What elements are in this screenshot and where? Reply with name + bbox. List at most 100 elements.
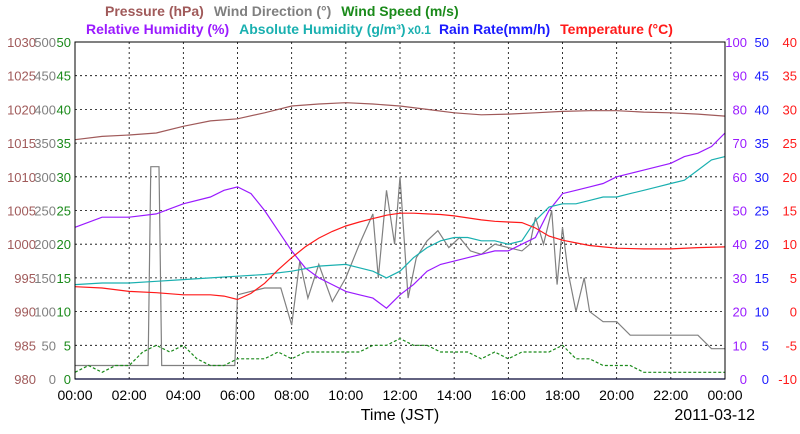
tick-label-rain: 40 <box>755 102 769 117</box>
x-tick-label: 20:00 <box>599 387 634 403</box>
tick-label-wdir: 350 <box>34 136 56 151</box>
tick-label-rain: 20 <box>755 237 769 252</box>
tick-label-wspd: 10 <box>57 305 71 320</box>
legend: Pressure (hPa) Wind Direction (°) Wind Spe… <box>86 3 673 37</box>
legend-rh: Relative Humidity (%) <box>86 21 229 37</box>
legend-wdir: Wind Direction (°) <box>214 3 331 19</box>
tick-label-rain: 35 <box>755 136 769 151</box>
tick-label-temp: 5 <box>790 271 797 286</box>
tick-label-rh: 10 <box>733 338 747 353</box>
tick-label-temp: 35 <box>783 69 797 84</box>
tick-label-wspd: 45 <box>57 69 71 84</box>
tick-label-pressure: 1020 <box>7 102 36 117</box>
x-tick-label: 22:00 <box>653 387 688 403</box>
x-tick-label: 04:00 <box>166 387 201 403</box>
tick-label-wspd: 30 <box>57 170 71 185</box>
tick-label-wspd: 40 <box>57 102 71 117</box>
tick-label-rain: 15 <box>755 271 769 286</box>
x-tick-label: 02:00 <box>112 387 147 403</box>
series-temperature <box>74 212 726 301</box>
x-tick-label: 00:00 <box>707 387 742 403</box>
tick-label-rh: 70 <box>733 136 747 151</box>
tick-label-rh: 0 <box>740 372 747 387</box>
legend-pressure: Pressure (hPa) <box>105 3 204 19</box>
tick-label-rain: 50 <box>755 35 769 50</box>
legend-ah: Absolute Humidity (g/m³) <box>239 21 405 37</box>
tick-label-wdir: 100 <box>34 305 56 320</box>
tick-label-wdir: 400 <box>34 102 56 117</box>
tick-label-pressure: 995 <box>14 271 36 286</box>
tick-label-wdir: 150 <box>34 271 56 286</box>
series-pressure <box>74 102 726 141</box>
x-tick-label: 12:00 <box>382 387 417 403</box>
tick-label-wspd: 5 <box>64 338 71 353</box>
tick-label-temp: 10 <box>783 237 797 252</box>
tick-label-wspd: 35 <box>57 136 71 151</box>
date-label: 2011-03-12 <box>674 407 755 424</box>
tick-label-wdir: 300 <box>34 170 56 185</box>
tick-label-rh: 100 <box>725 35 747 50</box>
series-absolute-humidity-x0-1 <box>74 156 726 286</box>
x-tick-label: 18:00 <box>545 387 580 403</box>
tick-label-rh: 20 <box>733 305 747 320</box>
tick-label-rh: 60 <box>733 170 747 185</box>
x-tick-label: 00:00 <box>57 387 92 403</box>
tick-label-rain: 30 <box>755 170 769 185</box>
tick-label-pressure: 1030 <box>7 35 36 50</box>
tick-label-wspd: 25 <box>57 204 71 219</box>
series-wind-direction <box>75 166 725 367</box>
tick-label-wspd: 20 <box>57 237 71 252</box>
x-axis-label: Time (JST) <box>361 407 440 424</box>
axes-layer: 9809859909951000100510101015102010251030… <box>7 35 797 387</box>
tick-label-rain: 0 <box>762 372 769 387</box>
tick-label-wspd: 15 <box>57 271 71 286</box>
tick-label-pressure: 990 <box>14 305 36 320</box>
tick-label-wspd: 50 <box>57 35 71 50</box>
legend-note-ah: x0.1 <box>408 23 432 37</box>
tick-label-pressure: 1010 <box>7 170 36 185</box>
x-tick-label: 08:00 <box>274 387 309 403</box>
tick-label-rh: 50 <box>733 204 747 219</box>
tick-label-wdir: 500 <box>34 35 56 50</box>
tick-label-temp: -5 <box>785 338 797 353</box>
tick-label-temp: 25 <box>783 136 797 151</box>
tick-label-pressure: 985 <box>14 338 36 353</box>
tick-label-rain: 10 <box>755 305 769 320</box>
tick-label-wdir: 50 <box>42 338 56 353</box>
legend-rain: Rain Rate(mm/h) <box>439 21 550 37</box>
tick-label-rain: 5 <box>762 338 769 353</box>
tick-label-rain: 25 <box>755 204 769 219</box>
tick-label-wdir: 200 <box>34 237 56 252</box>
legend-temp: Temperature (°C) <box>560 21 673 37</box>
tick-label-pressure: 1000 <box>7 237 36 252</box>
tick-label-temp: 0 <box>790 305 797 320</box>
x-tick-label: 10:00 <box>328 387 363 403</box>
tick-label-temp: 30 <box>783 102 797 117</box>
tick-label-temp: 40 <box>783 35 797 50</box>
x-tick-label: 14:00 <box>437 387 472 403</box>
plot-frame <box>74 41 726 380</box>
x-tick-label: 06:00 <box>220 387 255 403</box>
tick-label-temp: -10 <box>778 372 797 387</box>
tick-label-pressure: 1015 <box>7 136 36 151</box>
tick-label-rh: 30 <box>733 271 747 286</box>
tick-label-wspd: 0 <box>64 372 71 387</box>
tick-label-rh: 40 <box>733 237 747 252</box>
tick-label-temp: 15 <box>783 204 797 219</box>
tick-label-pressure: 1005 <box>7 204 36 219</box>
tick-label-rh: 80 <box>733 102 747 117</box>
tick-label-pressure: 1025 <box>7 69 36 84</box>
tick-label-rain: 45 <box>755 69 769 84</box>
x-tick-label: 16:00 <box>491 387 526 403</box>
legend-wspd: Wind Speed (m/s) <box>341 3 458 19</box>
tick-label-temp: 20 <box>783 170 797 185</box>
tick-label-wdir: 450 <box>34 69 56 84</box>
tick-label-wdir: 0 <box>49 372 56 387</box>
series-wind-speed <box>74 337 725 373</box>
tick-label-rh: 90 <box>733 69 747 84</box>
series-relative-humidity <box>74 132 726 309</box>
tick-label-wdir: 250 <box>34 204 56 219</box>
x-axis: 00:00 02:00 04:00 06:00 08:00 10:00 12:00 14:00… <box>57 387 742 403</box>
tick-label-pressure: 980 <box>14 372 36 387</box>
